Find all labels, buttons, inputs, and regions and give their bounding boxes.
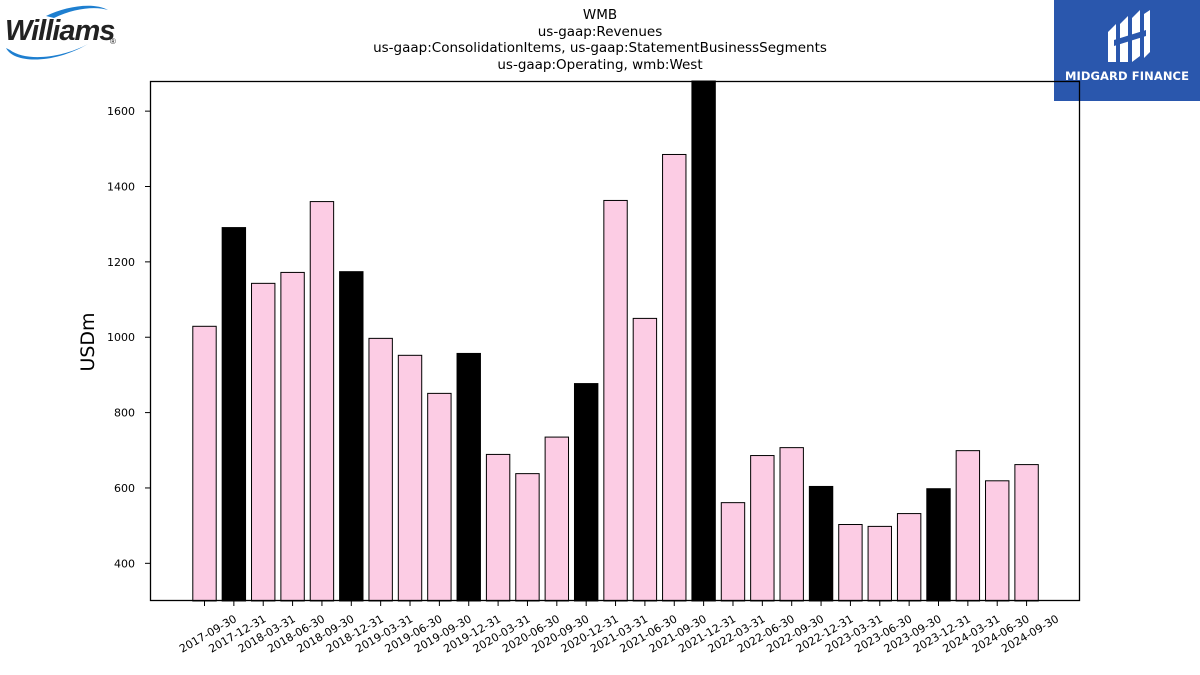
bar-2020-03-31 — [485, 453, 511, 602]
bar-2019-09-30 — [427, 392, 452, 602]
y-tick-label: 1400 — [107, 181, 135, 194]
bar-2023-03-31 — [838, 524, 863, 602]
bar-2018-06-30 — [280, 271, 305, 602]
williams-swoosh-bottom — [6, 44, 88, 60]
y-tick-label: 800 — [114, 407, 135, 420]
title-line-concept: us-gaap:Revenues — [537, 23, 663, 40]
bar-2021-06-30 — [632, 317, 658, 602]
bar-2021-03-31 — [603, 199, 628, 602]
williams-wordmark: Williams — [5, 15, 115, 47]
bar-2021-12-31 — [691, 80, 716, 602]
bar-2021-09-30 — [662, 153, 687, 602]
bar-2018-03-31 — [251, 282, 276, 602]
midgard-finance-logo: MIDGARD FINANCE — [1054, 0, 1200, 101]
bar-2020-12-31 — [573, 383, 599, 602]
williams-logo: Williams ® — [5, 5, 116, 60]
y-axis-label: USDm — [77, 312, 99, 371]
bar-2022-06-30 — [750, 455, 775, 602]
y-axis: 400 600 800 1000 1200 1400 1600 — [107, 105, 150, 570]
bar-2020-09-30 — [544, 436, 570, 602]
bar-2017-09-30 — [192, 325, 217, 602]
plot-frame — [149, 80, 1081, 602]
williams-registered-mark: ® — [110, 37, 116, 46]
bar-2024-06-30 — [985, 480, 1010, 602]
williams-swoosh-top — [46, 5, 108, 18]
chart-title: WMB us-gaap:Revenues us-gaap:Consolidati… — [0, 7, 1200, 73]
bar-2023-09-30 — [896, 513, 922, 602]
bar-2024-09-30 — [1014, 464, 1039, 602]
bar-2023-12-31 — [926, 488, 951, 602]
y-tick-label: 1600 — [107, 105, 135, 118]
y-tick-label: 1000 — [107, 331, 135, 344]
midgard-emblem-icon — [1108, 10, 1150, 62]
x-axis: 2017-09-302017-12-312018-03-312018-06-30… — [177, 601, 1061, 656]
midgard-finance-wordmark: MIDGARD FINANCE — [1064, 69, 1190, 83]
bar-2019-06-30 — [397, 354, 423, 602]
title-line-ticker: WMB — [582, 7, 618, 23]
y-tick-label: 400 — [114, 557, 135, 570]
y-tick-label: 1200 — [107, 256, 135, 269]
bar-2019-03-31 — [368, 337, 393, 602]
y-tick-label: 600 — [114, 482, 135, 495]
bar-2018-12-31 — [339, 271, 364, 602]
bar-2020-06-30 — [515, 473, 540, 602]
bar-2022-03-31 — [720, 502, 746, 602]
bar-2022-09-30 — [779, 447, 804, 602]
bars-group — [192, 80, 1039, 602]
bar-2024-03-31 — [955, 450, 981, 602]
bar-2023-06-30 — [867, 525, 892, 602]
bar-2022-12-31 — [808, 485, 834, 602]
bar-2017-12-31 — [221, 227, 247, 602]
title-line-members: us-gaap:Operating, wmb:West — [497, 56, 703, 73]
title-line-axes: us-gaap:ConsolidationItems, us-gaap:Stat… — [373, 40, 827, 56]
bar-2019-12-31 — [456, 352, 481, 602]
bar-2018-09-30 — [309, 201, 335, 602]
